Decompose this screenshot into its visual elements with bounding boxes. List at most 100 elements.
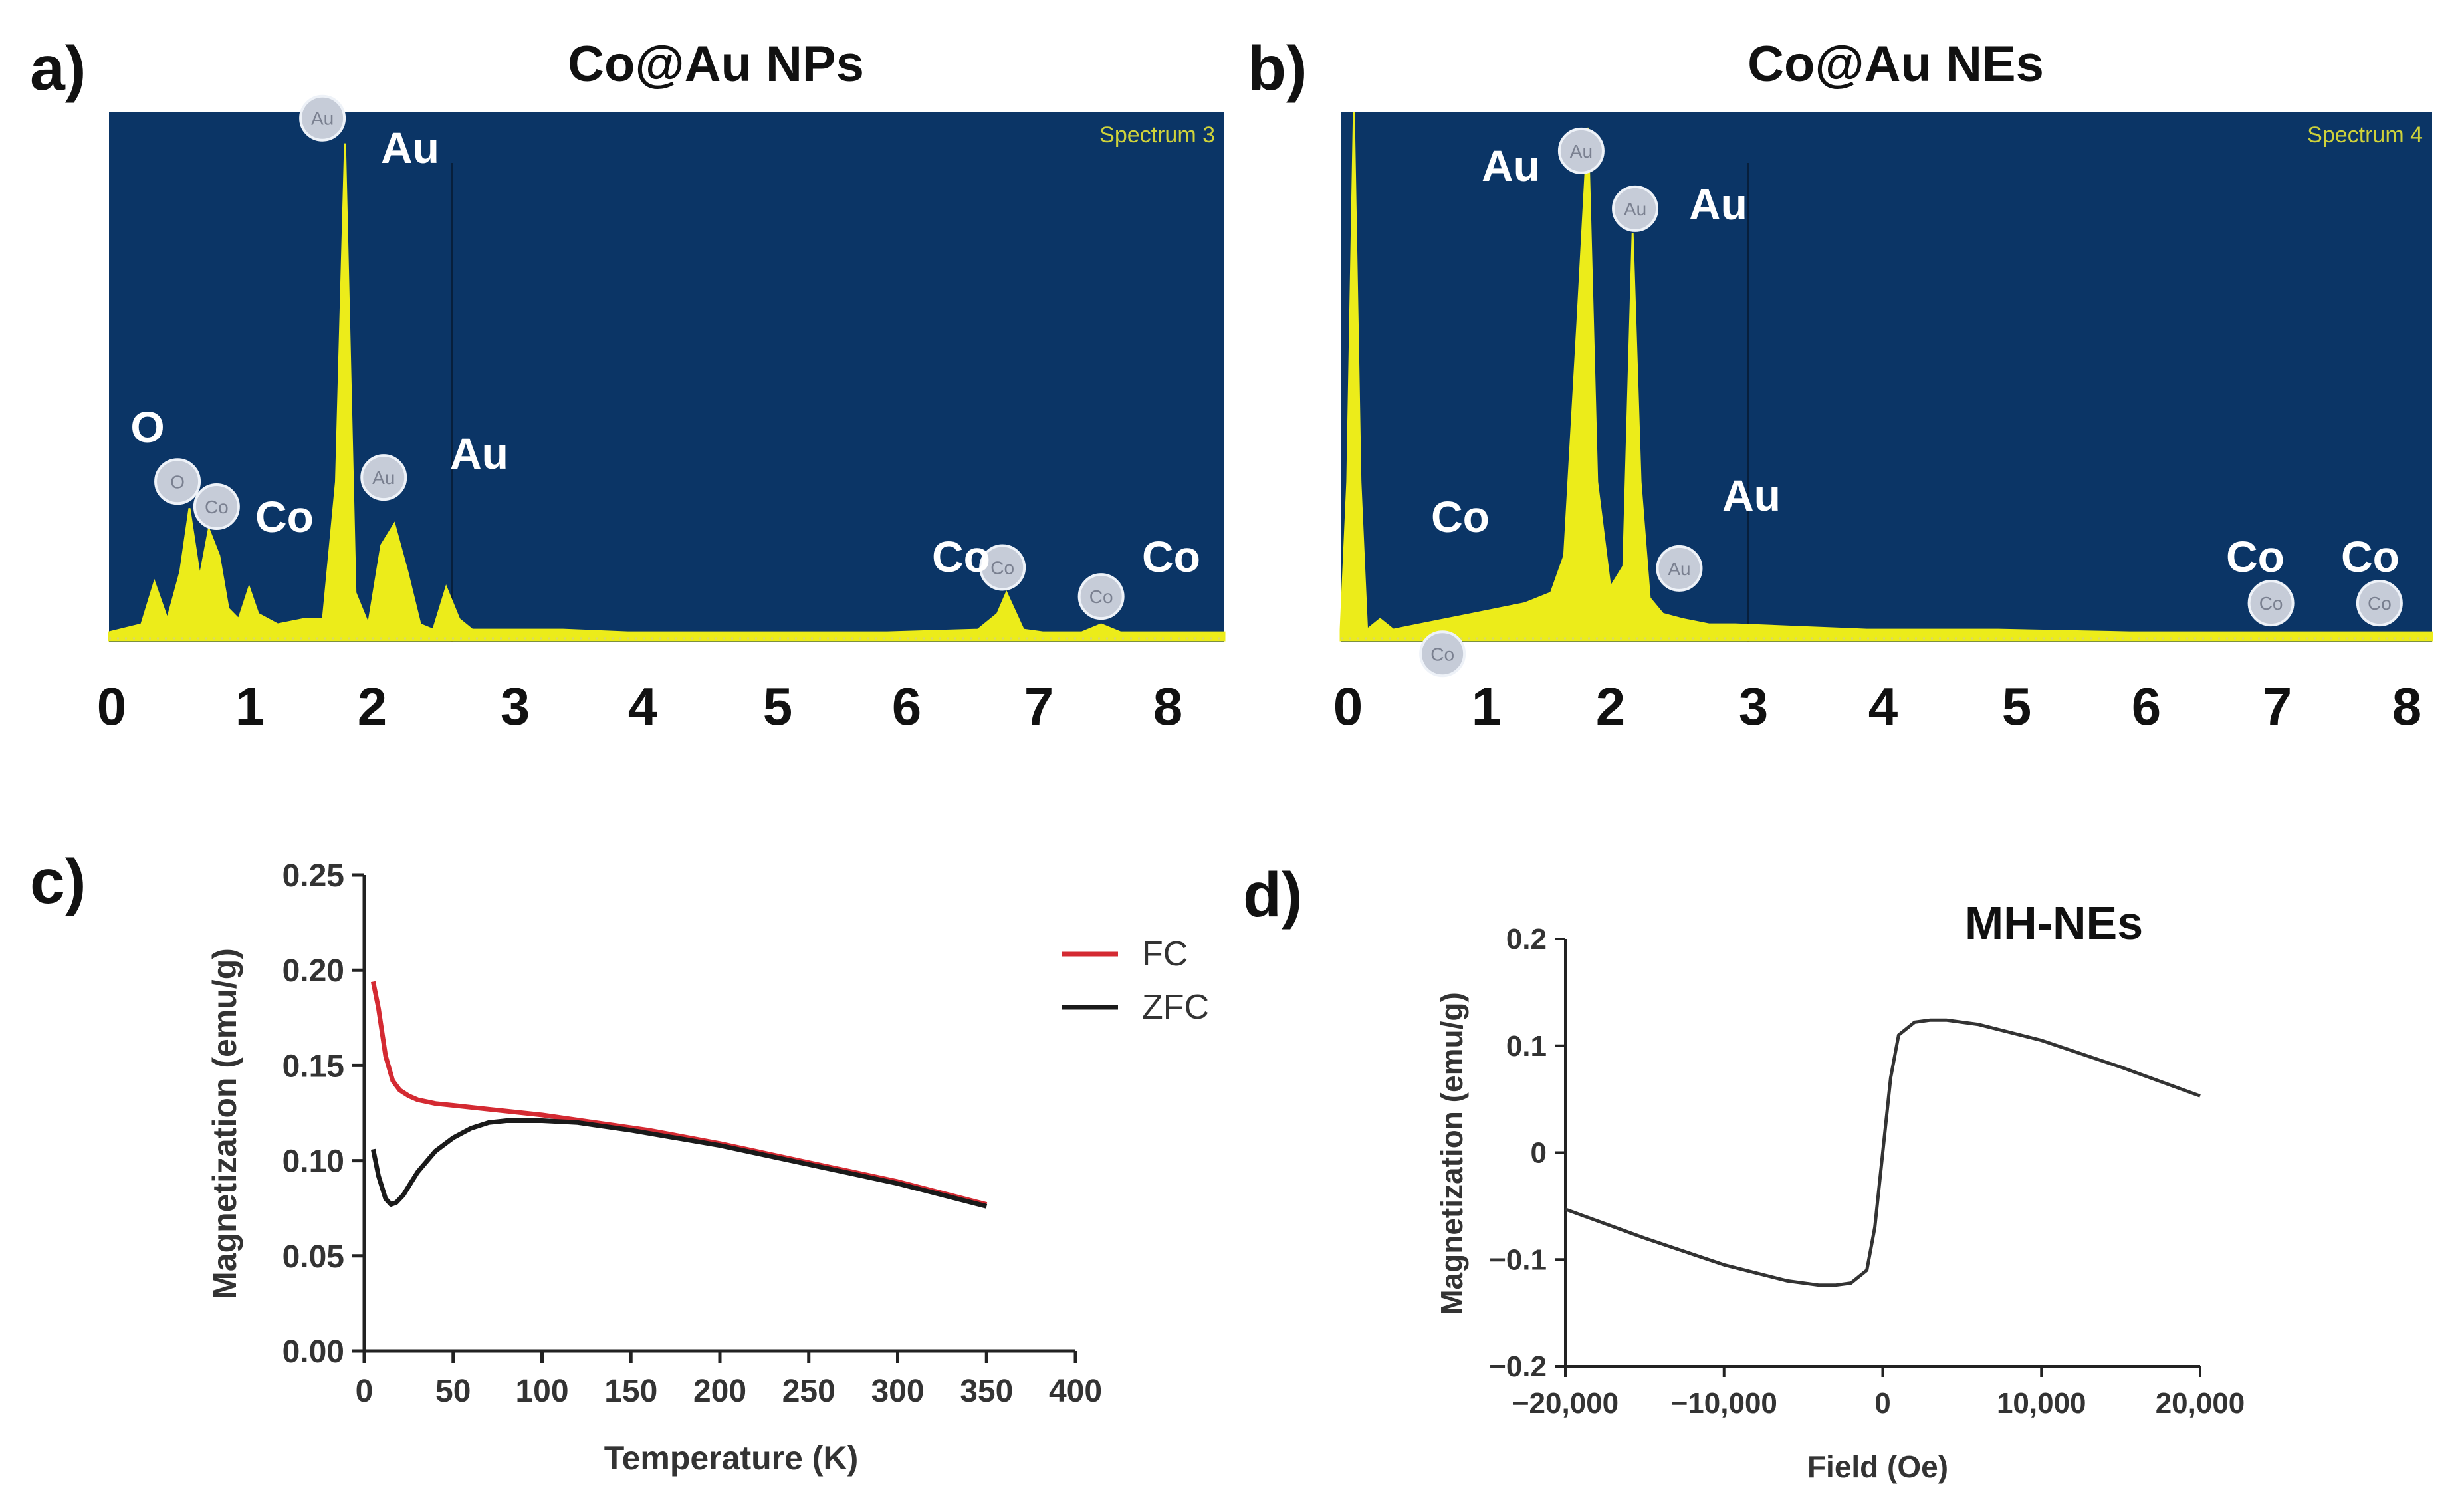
panel-b: b) Co@Au NEs Spectrum 4 Co Au Au Au Co Co Co …: [1248, 33, 2433, 736]
eds-b-markers: Co Au Au Au Co Co: [1419, 127, 2403, 678]
eds-b-peak-labels: Co Au Au Au Co Co: [1431, 141, 2400, 581]
eds-b-peak-label: Co: [1431, 492, 1490, 541]
mt-series-fc: [370, 981, 988, 1207]
legend-fc-label: FC: [1142, 935, 1188, 973]
peak-marker-text: Au: [372, 467, 395, 488]
mh-x-tick-label: 0: [1874, 1387, 1890, 1420]
mt-x-tick-label: 250: [782, 1374, 836, 1409]
peak-marker-badge: [1419, 630, 1466, 678]
panel-c-letter: c): [30, 846, 86, 917]
mh-y-tick-label: 0.2: [1506, 923, 1547, 955]
mt-y-tick-label: 0.10: [282, 1144, 344, 1180]
mh-y-tick-label: 0.1: [1506, 1030, 1547, 1063]
eds-b-spectrum: [1339, 111, 2433, 642]
eds-b-peak-label: Co: [2226, 532, 2285, 581]
mh-x-tick-label: −10,000: [1671, 1387, 1777, 1420]
peak-marker-badge: [979, 544, 1026, 591]
mt-x-tick-label: 50: [435, 1374, 471, 1409]
eds-a-tick-label: 2: [358, 677, 388, 736]
mh-y-tick-label: −0.2: [1489, 1350, 1547, 1383]
peak-marker-badge: [2356, 580, 2403, 627]
peak-marker-text: Co: [2368, 593, 2392, 614]
peak-marker-text: O: [170, 471, 185, 492]
eds-b-tick-label: 5: [2002, 677, 2032, 736]
eds-a-peak-label: Co: [255, 492, 314, 541]
eds-a-background: [109, 112, 1224, 642]
peak-marker-badge: [1077, 573, 1125, 620]
eds-b-peak-label: Co: [2341, 532, 2400, 581]
peak-marker: Au: [1612, 185, 1659, 232]
peak-marker-badge: [2247, 580, 2295, 627]
mt-legend: FC ZFC: [1062, 935, 1209, 1027]
peak-marker: Co: [1419, 630, 1466, 678]
peak-marker-badge: [154, 458, 201, 505]
panel-b-title: Co@Au NEs: [1747, 36, 2044, 92]
eds-a-peak-label: Co: [932, 532, 990, 581]
peak-marker-badge: [1656, 545, 1703, 592]
peak-marker-text: Co: [205, 497, 229, 517]
mt-y-tick-label: 0.20: [282, 953, 344, 989]
mt-y-tick-label: 0.25: [282, 858, 344, 894]
peak-marker-text: Co: [1430, 644, 1454, 664]
mt-x-tick-label: 100: [515, 1374, 568, 1409]
eds-a-tick-label: 7: [1024, 677, 1054, 736]
eds-b-peak-label: Au: [1482, 141, 1540, 190]
eds-b-peak-label: Au: [1689, 180, 1747, 229]
mt-x-tick-label: 200: [693, 1374, 746, 1409]
mt-axes: 0 50 100 150 200 250 300 350 400 0.00 0.05 0.10 0.15…: [282, 858, 1102, 1409]
panel-a-title: Co@Au NPs: [568, 36, 864, 92]
mt-x-tick-label: 150: [604, 1374, 657, 1409]
mh-x-tick-label: 20,000: [2156, 1387, 2245, 1420]
panel-b-letter: b): [1248, 33, 1307, 104]
peak-marker-badge: [299, 94, 346, 142]
peak-marker-badge: [360, 454, 407, 501]
peak-marker-text: Au: [311, 108, 334, 129]
mt-series-zfc: [370, 1118, 988, 1209]
eds-b-tick-label: 0: [1333, 677, 1363, 736]
peak-marker: Au: [1557, 127, 1605, 174]
mt-x-tick-label: 0: [356, 1374, 374, 1409]
peak-marker: Au: [299, 94, 346, 142]
eds-a-peak-labels: O Co Au Au Co Co: [130, 123, 1200, 581]
peak-marker-text: Co: [2259, 593, 2283, 614]
peak-marker-text: Co: [1089, 586, 1113, 607]
eds-a-tick-label: 1: [235, 677, 265, 736]
eds-b-spectrum-label: Spectrum 4: [2307, 122, 2423, 148]
legend-zfc-label: ZFC: [1142, 988, 1209, 1027]
mh-y-tick-label: 0: [1531, 1137, 1547, 1170]
eds-a-peak-label: Co: [1142, 532, 1200, 581]
peak-marker-badge: [1557, 127, 1605, 174]
peak-marker: Au: [1656, 545, 1703, 592]
eds-a-tick-label: 5: [763, 677, 793, 736]
panel-d: d) MH-NEs −20,000 −10,000 0 10,000 20,000 −0.…: [1243, 860, 2245, 1484]
peak-marker-badge: [193, 483, 240, 531]
peak-marker: Au: [360, 454, 407, 501]
mt-y-tick-label: 0.00: [282, 1334, 344, 1370]
panel-c: c) 0 50 100 150 200 250 300 350 4000.000.050.100…: [30, 846, 1209, 1477]
mt-y-tick-label: 0.15: [282, 1049, 344, 1084]
panel-d-letter: d): [1243, 860, 1303, 930]
peak-marker-text: Au: [1624, 199, 1646, 219]
eds-b-x-ticks: 0 1 2 3 4 5 6 7 8: [1333, 677, 2422, 736]
mh-y-axis-label: Magnetization (emu/g): [1434, 992, 1469, 1315]
eds-b-trace: [1339, 111, 2433, 642]
eds-a-peak-label: Au: [450, 429, 508, 478]
eds-b-tick-label: 8: [2392, 677, 2422, 736]
mt-y-axis-label: Magnetization (emu/g): [206, 948, 243, 1299]
mt-series: [370, 981, 988, 1209]
eds-b-tick-label: 1: [1472, 677, 1502, 736]
peak-marker-text: Co: [990, 557, 1014, 578]
peak-marker: Co: [2247, 580, 2295, 627]
mh-title: MH-NEs: [1965, 897, 2143, 949]
peak-marker: Co: [1077, 573, 1125, 620]
eds-b-tick-label: 4: [1868, 677, 1898, 736]
eds-b-tick-label: 6: [2132, 677, 2162, 736]
eds-a-tick-label: 3: [501, 677, 530, 736]
mh-x-tick-label: 10,000: [1997, 1387, 2086, 1420]
eds-a-peak-label: Au: [381, 123, 439, 172]
eds-a-tick-label: 8: [1153, 677, 1183, 736]
mh-x-axis-label: Field (Oe): [1807, 1449, 1948, 1484]
